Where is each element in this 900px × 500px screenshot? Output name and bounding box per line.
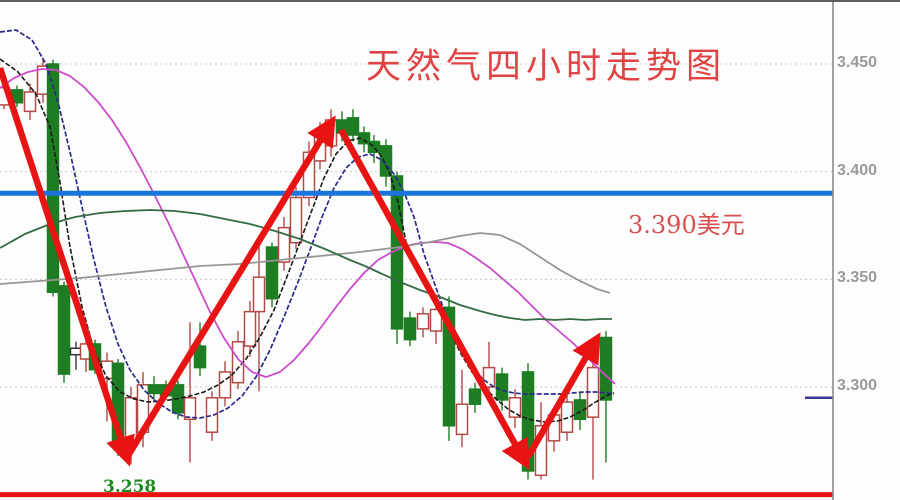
candle-body-down — [403, 317, 417, 341]
ma-darkgreen — [0, 209, 612, 321]
candle-body-down — [599, 336, 613, 401]
support-price-label: 3.258 — [103, 477, 157, 497]
resistance-price-label: 3.390美元 — [628, 211, 745, 239]
candle-body-up — [416, 313, 430, 330]
ma-mid-navy — [0, 29, 615, 419]
candle-body-up — [124, 397, 138, 442]
candle-body-up — [23, 91, 37, 113]
trend-arrow-up-leg-2 — [525, 332, 601, 459]
candle-body-down — [147, 384, 161, 395]
candle-body-up — [560, 401, 574, 433]
candle-body-up — [429, 308, 443, 332]
candle-body-up — [277, 226, 291, 263]
y-axis-tick-label: 3.400 — [837, 161, 878, 179]
y-axis-tick-label: 3.300 — [837, 377, 878, 394]
candle-body-down — [265, 246, 279, 300]
trend-arrow-up-leg-1 — [126, 115, 336, 456]
y-axis-tick-label: 3.450 — [837, 54, 878, 71]
candle-body-up — [289, 196, 303, 244]
candle-body-up — [218, 371, 232, 399]
candle-body-up — [482, 366, 496, 388]
candle-body-down — [367, 140, 381, 154]
chart-title: 天然气四小时走势图 — [366, 47, 727, 87]
candle-body-down — [46, 63, 60, 294]
candle-body-down — [521, 371, 535, 472]
ma-gray — [0, 232, 611, 294]
candle-body-up — [205, 397, 219, 433]
trend-arrow-down-leg-1 — [0, 66, 135, 467]
candle-body-up — [508, 397, 522, 418]
candle-body-down — [57, 285, 71, 375]
candle-body-down — [442, 306, 456, 427]
candle-body-down — [468, 388, 482, 405]
candle-body-down — [379, 145, 393, 177]
candle-body-up — [455, 403, 469, 436]
candle-body-up — [302, 151, 316, 199]
trend-arrow-down-leg-2 — [338, 128, 530, 470]
candle-body-down — [193, 345, 207, 369]
candle-body-down — [495, 373, 509, 401]
ma-magenta — [0, 68, 616, 385]
y-axis-tick-label: 3.350 — [837, 269, 878, 287]
candle-body-up — [183, 397, 197, 421]
candle-body-up — [243, 310, 257, 347]
ma-fast-black — [0, 58, 615, 423]
candle-body-up — [252, 276, 266, 313]
candle-body-down — [346, 117, 360, 136]
